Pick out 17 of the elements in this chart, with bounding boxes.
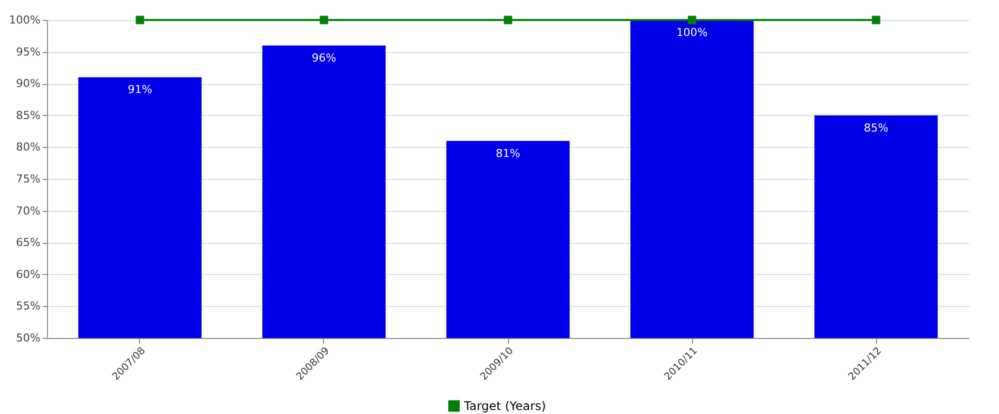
y-tick-label: 100% [9, 14, 40, 26]
y-tick-label: 55% [16, 300, 40, 313]
y-tick-label: 85% [16, 108, 40, 122]
legend-label: Target (Years) [463, 399, 546, 413]
y-tick-label: 65% [16, 236, 40, 250]
y-tick-label: 70% [16, 204, 40, 218]
y-tick-label: 50% [16, 332, 40, 344]
y-tick-label: 95% [16, 45, 40, 58]
data-label: 100% [676, 26, 708, 39]
y-tick-label: 90% [16, 77, 40, 90]
data-label: 91% [128, 83, 152, 96]
y-tick-label: 60% [16, 268, 40, 281]
data-label: 81% [496, 146, 520, 160]
y-tick-label: 80% [16, 140, 40, 154]
data-label: 85% [864, 121, 888, 134]
y-tick-label: 75% [16, 172, 40, 186]
data-label: 96% [312, 51, 336, 64]
